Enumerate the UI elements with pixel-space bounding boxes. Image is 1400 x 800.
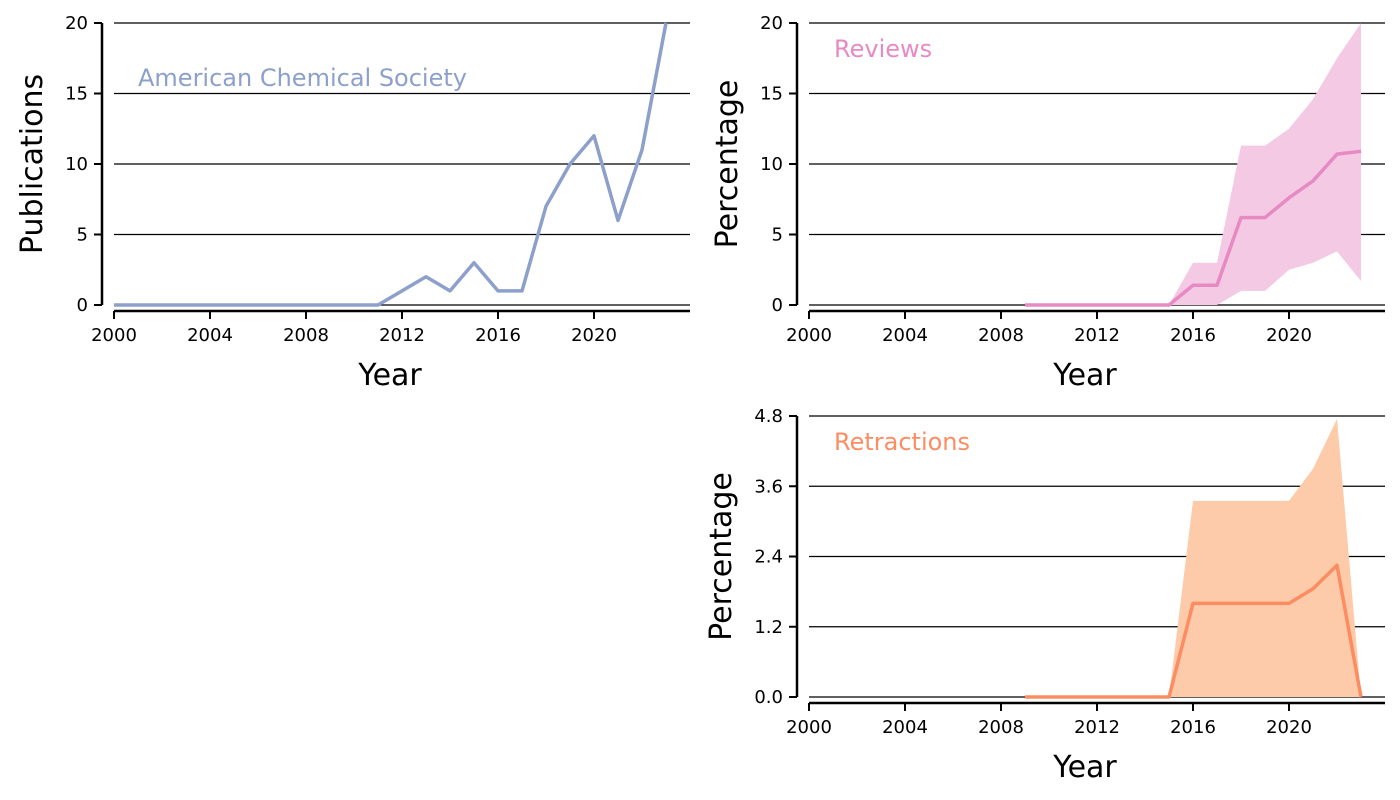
x-tick-label: 2004 bbox=[882, 717, 928, 738]
y-tick-label: 5 bbox=[77, 225, 88, 246]
x-axis-title: Year bbox=[1052, 358, 1117, 393]
confidence-band bbox=[1025, 23, 1361, 305]
panel-label: Reviews bbox=[834, 35, 932, 63]
y-tick-label: 0 bbox=[77, 295, 88, 316]
x-tick-label: 2008 bbox=[978, 717, 1024, 738]
x-tick-label: 2020 bbox=[571, 325, 617, 346]
x-tick-label: 2008 bbox=[283, 325, 329, 346]
y-tick-label: 0 bbox=[772, 295, 783, 316]
chart-panel-bottom-right: 0.0 1.2 2.4 3.6 4.8 2000 2004 2008 2012 2016 2020 Y… bbox=[704, 406, 1385, 785]
x-axis-title: Year bbox=[357, 358, 422, 393]
y-tick-label: 1.2 bbox=[754, 617, 783, 638]
y-tick-label: 10 bbox=[65, 154, 88, 175]
x-axis-title: Year bbox=[1052, 750, 1117, 785]
x-tick-label: 2012 bbox=[379, 325, 425, 346]
y-tick-label: 15 bbox=[65, 84, 88, 105]
series-line bbox=[1025, 149, 1362, 307]
x-tick-label: 2004 bbox=[882, 325, 928, 346]
panel-label: American Chemical Society bbox=[138, 64, 467, 92]
x-tick-label: 2016 bbox=[1170, 325, 1216, 346]
y-tick-label: 3.6 bbox=[754, 476, 783, 497]
y-tick-label: 20 bbox=[760, 13, 783, 34]
y-tick-label: 20 bbox=[65, 13, 88, 34]
x-tick-label: 2020 bbox=[1266, 325, 1312, 346]
series-line bbox=[1025, 563, 1363, 699]
y-axis-title: Percentage bbox=[710, 80, 745, 249]
y-tick-label: 2.4 bbox=[754, 547, 783, 568]
y-tick-label: 4.8 bbox=[754, 406, 783, 427]
y-tick-label: 10 bbox=[760, 154, 783, 175]
confidence-band bbox=[1025, 418, 1361, 697]
y-axis-title: Percentage bbox=[704, 472, 739, 641]
chart-panel-top-right: 0 5 10 15 20 2000 2004 2008 2012 2016 2020 Year Perc… bbox=[710, 13, 1385, 393]
series-line bbox=[114, 22, 668, 307]
x-tick-label: 2016 bbox=[1170, 717, 1216, 738]
x-tick-label: 2000 bbox=[91, 325, 137, 346]
x-tick-label: 2016 bbox=[475, 325, 521, 346]
x-tick-label: 2004 bbox=[187, 325, 233, 346]
x-tick-label: 2012 bbox=[1074, 717, 1120, 738]
chart-panel-top-left: 0 5 10 15 20 2000 2004 2008 2012 2016 2020 Year Publ… bbox=[15, 13, 690, 393]
x-tick-label: 2000 bbox=[786, 325, 832, 346]
x-tick-label: 2012 bbox=[1074, 325, 1120, 346]
y-tick-label: 15 bbox=[760, 84, 783, 105]
x-tick-label: 2008 bbox=[978, 325, 1024, 346]
y-axis-title: Publications bbox=[15, 74, 50, 254]
panel-label: Retractions bbox=[834, 428, 970, 456]
x-tick-label: 2000 bbox=[786, 717, 832, 738]
x-tick-label: 2020 bbox=[1266, 717, 1312, 738]
y-tick-label: 5 bbox=[772, 225, 783, 246]
y-tick-label: 0.0 bbox=[754, 687, 783, 708]
